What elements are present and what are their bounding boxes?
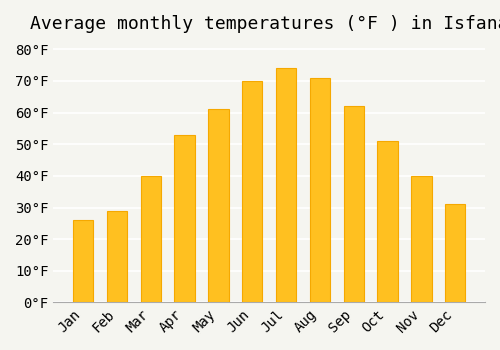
Bar [242, 81, 262, 302]
Bar [310, 78, 330, 302]
Bar [174, 135, 195, 302]
Bar [344, 106, 364, 302]
Bar [208, 109, 229, 302]
Bar [73, 220, 94, 302]
Bar [412, 176, 432, 302]
Bar [276, 68, 296, 302]
Bar [107, 211, 127, 302]
Bar [140, 176, 161, 302]
Bar [445, 204, 466, 302]
Title: Average monthly temperatures (°F ) in Isfana: Average monthly temperatures (°F ) in Is… [30, 15, 500, 33]
Bar [378, 141, 398, 302]
